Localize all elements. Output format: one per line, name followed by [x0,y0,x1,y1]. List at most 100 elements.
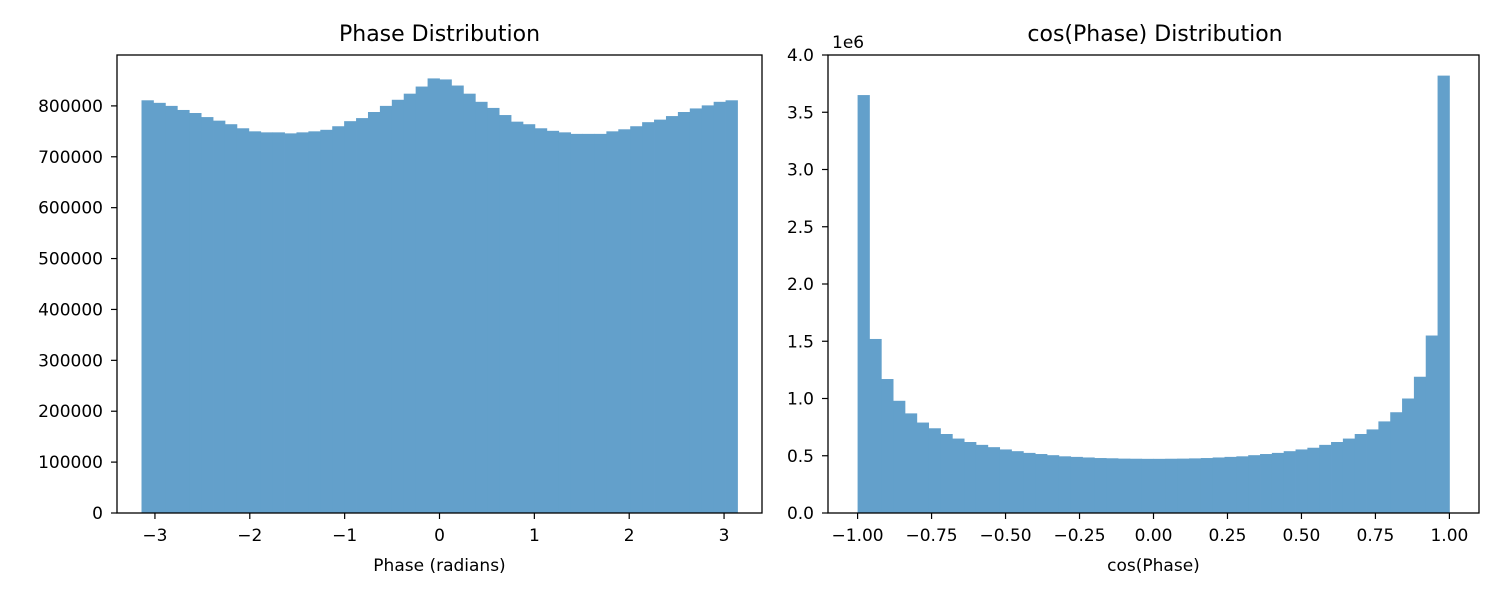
x-tick-label: 0.00 [1135,526,1173,546]
histogram-bar [499,115,512,514]
histogram-bar [451,85,464,513]
chart-title: Phase Distribution [339,22,540,47]
histogram-bar [1413,376,1427,513]
histogram-bar [248,131,262,513]
histogram-bar [1295,449,1308,513]
histogram-bar [153,102,166,513]
y-tick-label: 300000 [38,351,103,371]
histogram-bars [857,75,1450,514]
histogram-bar [284,133,297,513]
histogram-bar [881,379,894,513]
histogram-bar [1331,442,1344,513]
histogram-bar [403,93,417,514]
histogram-bar [1224,456,1237,513]
histogram-bar [1212,457,1225,513]
x-tick-label: 1.00 [1430,526,1468,546]
histogram-bar [1082,457,1095,513]
histogram-bar [415,86,428,514]
histogram-bar [487,107,500,514]
histogram-bar [236,128,250,513]
y-tick-label: 400000 [38,300,103,320]
histogram-bar [1177,458,1190,513]
histogram-bar [1283,451,1296,513]
histogram-bar [1153,458,1166,513]
histogram-bar [689,108,703,514]
histogram-bar [201,117,214,513]
y-tick-label: 800000 [38,97,103,117]
histogram-bar [439,79,452,514]
histogram-bar [332,126,345,514]
y-tick-label: 200000 [38,402,103,422]
x-tick-label: 0.25 [1209,526,1247,546]
histogram-bar [1342,438,1356,513]
histogram-bar [1035,454,1048,513]
plot-frame [116,54,763,514]
histogram-bar [1425,335,1438,513]
x-tick-label: 2 [624,526,635,546]
histogram-bar [1236,456,1249,513]
histogram-bar [701,105,715,513]
x-tick-label: −0.25 [1053,526,1105,546]
x-tick-label: −2 [237,526,262,546]
histogram-bar [320,129,333,513]
histogram-bar [1141,458,1154,513]
histogram-bar [546,130,560,513]
x-tick-label: −1 [332,526,357,546]
histogram-bar [1106,458,1119,513]
histogram-bar [296,132,309,513]
histogram-bar [1307,447,1320,513]
histogram-bar [582,133,595,513]
histogram-bar [964,442,977,513]
histogram-bar [344,121,357,513]
histogram-bar [570,133,583,513]
x-tick-label: −0.75 [906,526,958,546]
histogram-bar [940,434,953,513]
histogram-bar [367,112,381,513]
y-tick-label: 1.5 [787,332,814,352]
histogram-bar [654,119,667,513]
histogram-bar [1366,429,1379,513]
histogram-bars [141,78,738,514]
histogram-bar [1070,456,1083,513]
histogram-bar [594,133,607,513]
histogram-bar [869,338,882,513]
x-tick-label: 3 [719,526,730,546]
histogram-bar [213,120,226,514]
histogram-bar [522,124,536,514]
histogram-bar [1058,456,1072,513]
y-tick-label: 0.0 [787,504,814,524]
histogram-bar [999,449,1012,513]
histogram-bar [916,422,930,513]
histogram-bar [463,93,476,514]
histogram-bar [665,116,679,513]
histogram-bar [1354,434,1367,513]
chart-title: cos(Phase) Distribution [1027,22,1282,47]
histogram-bar [952,438,965,513]
histogram-bar [1319,444,1332,513]
y-axis-offset-label: 1e6 [832,33,864,53]
x-tick-label: 0 [434,526,445,546]
y-tick-label: 600000 [38,199,103,219]
histogram-bar [356,118,369,513]
histogram-bar [904,413,918,513]
histogram-bar [928,428,941,513]
x-tick-label: 1 [529,526,540,546]
histogram-bar [1129,458,1143,513]
histogram-bar [427,78,440,513]
histogram-bar [1011,451,1024,513]
histogram-bar [987,447,1001,513]
y-tick-label: 2.0 [787,275,814,295]
histogram-bar [1189,458,1202,513]
histogram-bar [1390,412,1403,513]
histogram-bar [165,105,178,513]
x-axis-ticks: −1.00 −0.75 −0.50 −0.25 0.00 0.25 0.50 0.75 1.00 [832,513,1468,546]
y-tick-label: 700000 [38,148,103,168]
histogram-bar [1165,458,1178,513]
y-tick-label: 0.5 [787,447,814,467]
histogram-bar [1271,452,1285,513]
histogram-bar [272,132,285,513]
histogram-bar [1200,458,1214,513]
histogram-bar [642,122,655,514]
y-tick-label: 500000 [38,250,103,270]
